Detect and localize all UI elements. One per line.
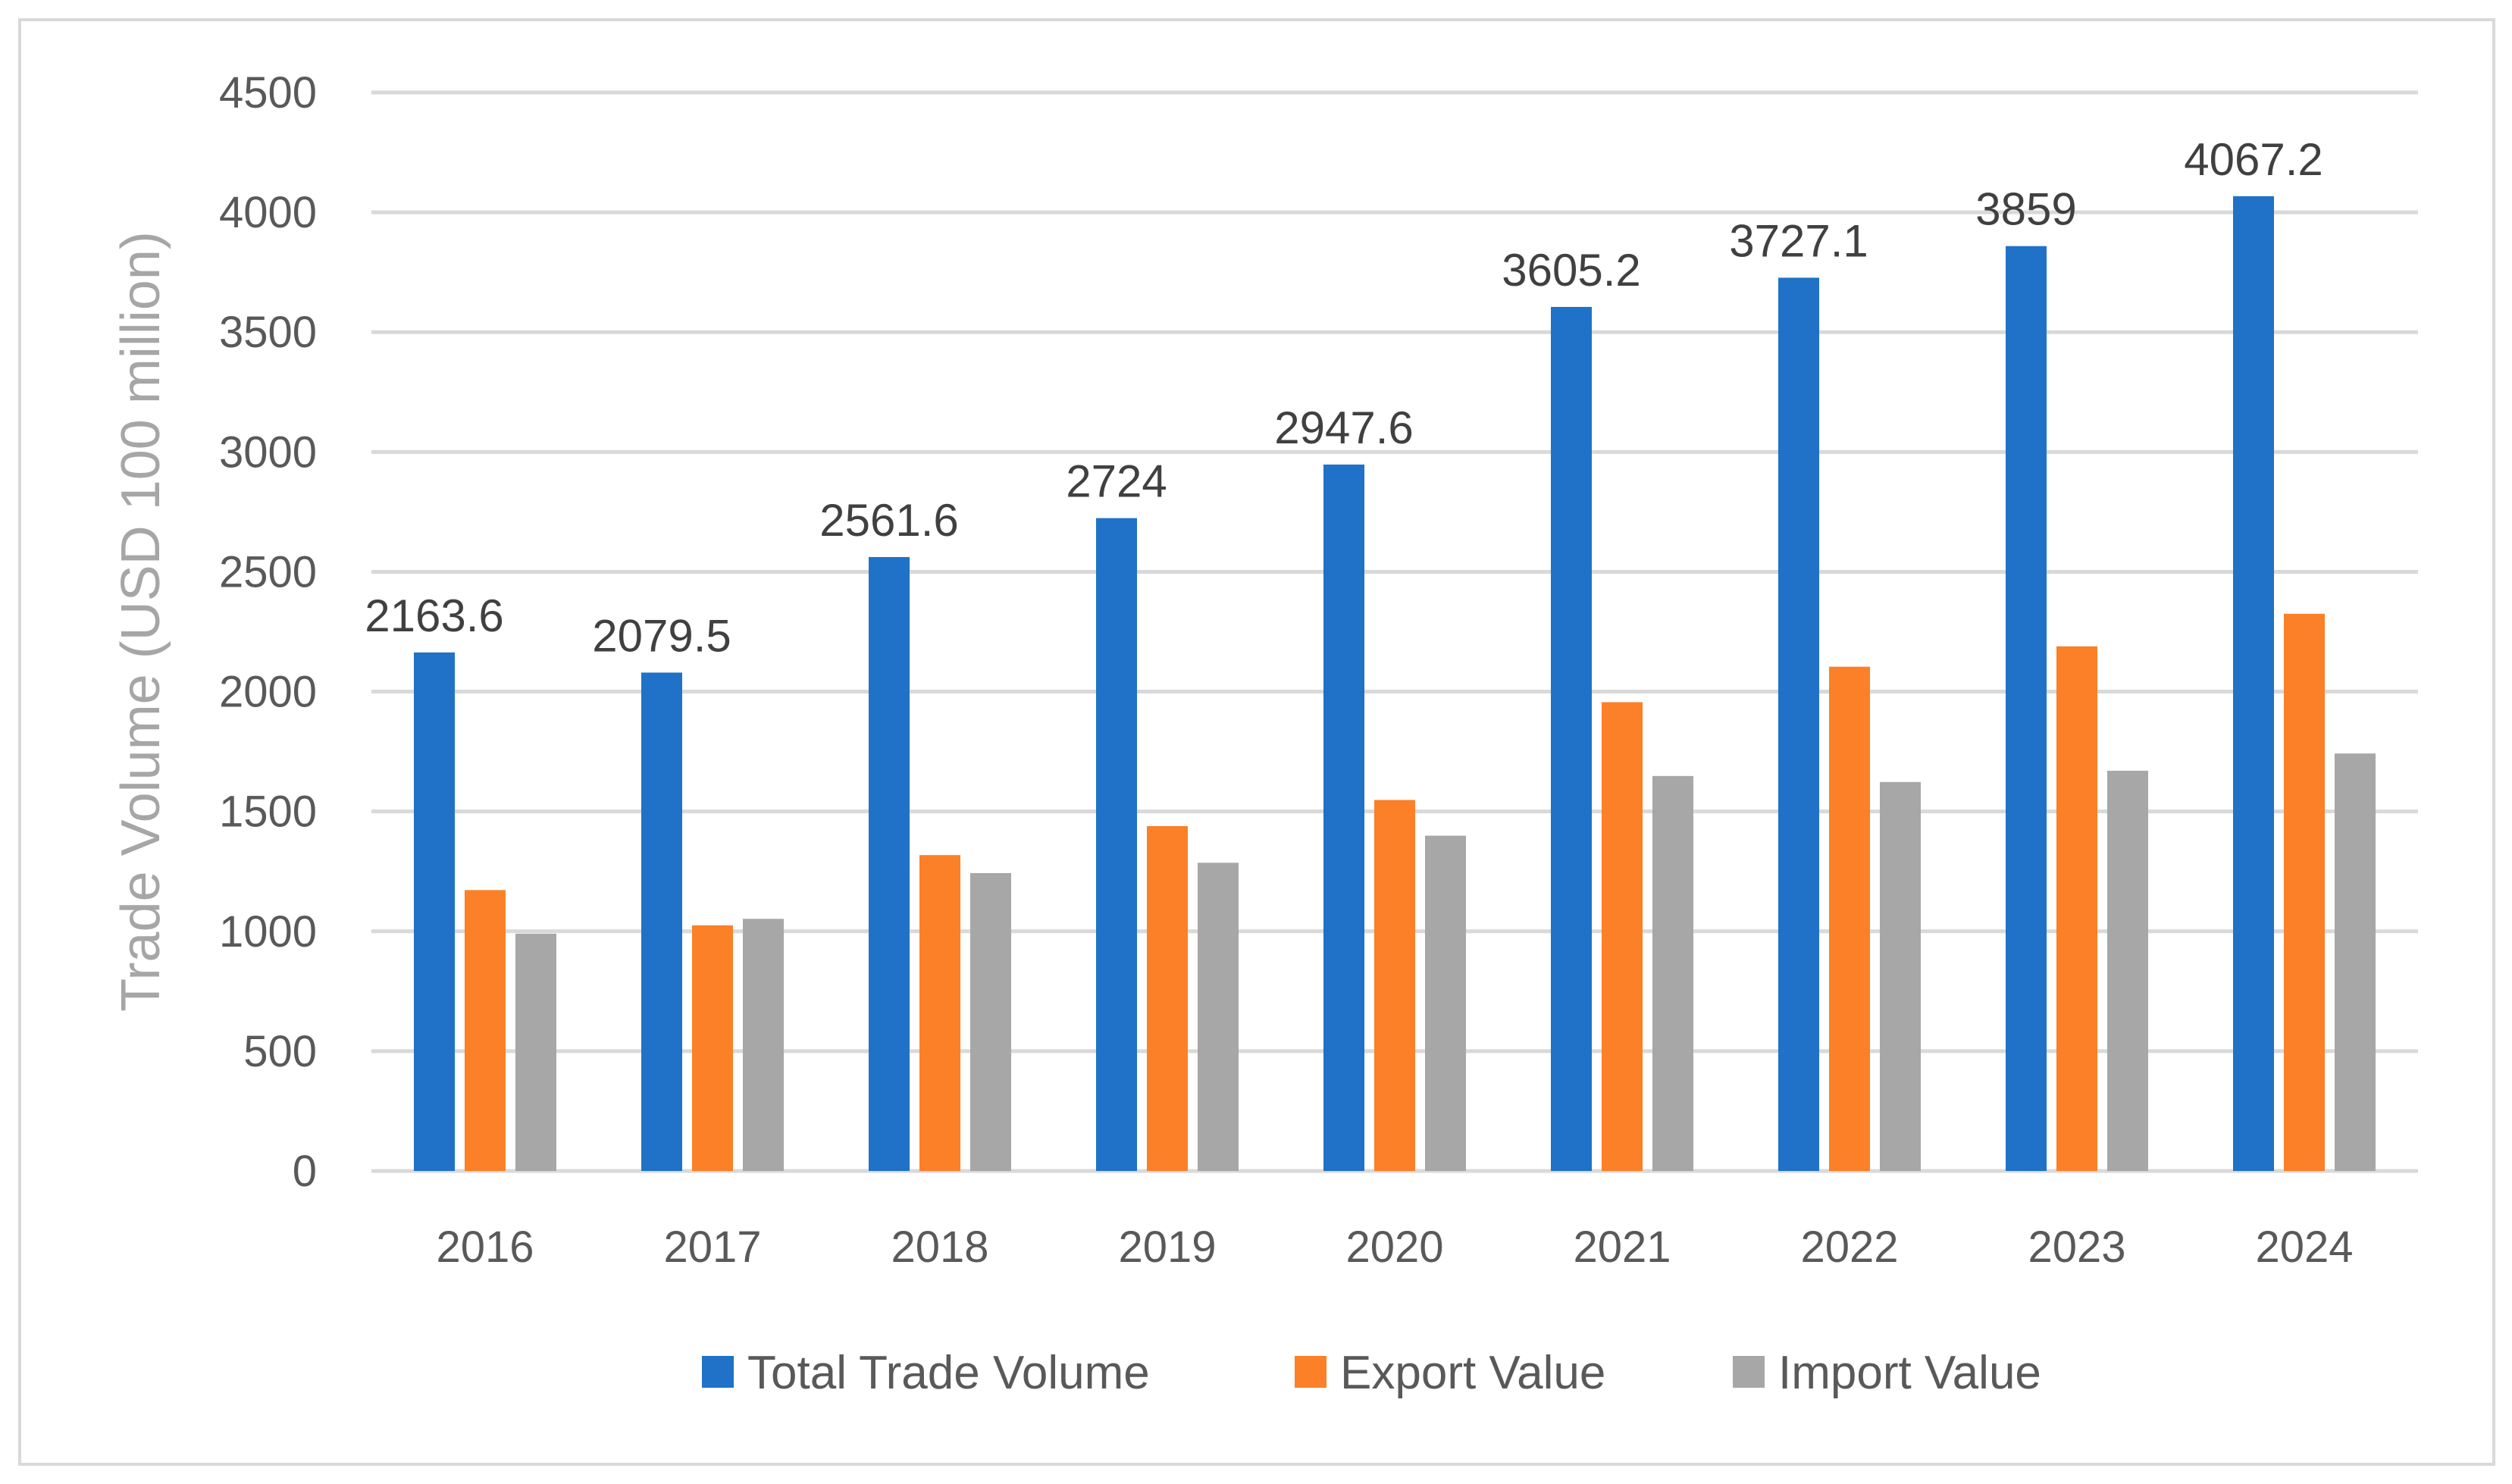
- bar-import-value-2019: [1198, 863, 1239, 1171]
- bar-total-trade-volume-2021: [1551, 306, 1592, 1171]
- bar-import-value-2018: [970, 872, 1011, 1171]
- bar-export-value-2016: [465, 890, 506, 1171]
- y-tick-label: 3500: [219, 308, 317, 357]
- legend: Total Trade Volume Export Value Import Val…: [702, 1347, 2041, 1399]
- bar-export-value-2021: [1602, 702, 1643, 1171]
- x-tick-label-2016: 2016: [436, 1223, 534, 1272]
- bar-import-value-2020: [1425, 835, 1466, 1171]
- x-tick-label-2017: 2017: [663, 1223, 761, 1272]
- y-tick-label: 1500: [219, 787, 317, 837]
- y-tick-label: 0: [293, 1147, 317, 1196]
- legend-label-import-value: Import Value: [1778, 1347, 2041, 1399]
- data-label-total-trade-volume-2023: 3859: [1975, 184, 2076, 235]
- y-axis-ticks: 0 500 1000 1500 2000 2500 3000 3500 4000 4500: [219, 68, 317, 1196]
- bars: [414, 196, 2376, 1172]
- legend-item-total-trade-volume: Total Trade Volume: [702, 1347, 1150, 1399]
- bar-import-value-2017: [743, 919, 784, 1171]
- bar-export-value-2019: [1147, 825, 1188, 1171]
- data-label-total-trade-volume-2019: 2724: [1066, 456, 1167, 507]
- data-label-total-trade-volume-2024: 4067.2: [2184, 134, 2323, 185]
- data-label-total-trade-volume-2020: 2947.6: [1274, 402, 1414, 453]
- bar-import-value-2016: [515, 933, 556, 1171]
- bar-import-value-2022: [1880, 781, 1921, 1171]
- bar-total-trade-volume-2017: [641, 672, 682, 1171]
- bar-total-trade-volume-2016: [414, 652, 455, 1171]
- y-tick-label: 2500: [219, 547, 317, 596]
- bar-import-value-2021: [1652, 775, 1693, 1171]
- bar-export-value-2022: [1829, 666, 1870, 1171]
- data-label-total-trade-volume-2021: 3605.2: [1502, 245, 1641, 296]
- bar-total-trade-volume-2023: [2006, 246, 2047, 1171]
- y-tick-label: 3000: [219, 427, 317, 477]
- bar-total-trade-volume-2020: [1323, 464, 1364, 1171]
- x-tick-label-2020: 2020: [1345, 1223, 1443, 1272]
- y-tick-label: 1000: [219, 907, 317, 956]
- bar-export-value-2017: [692, 925, 733, 1171]
- y-tick-label: 2000: [219, 668, 317, 717]
- y-tick-label: 500: [243, 1027, 317, 1076]
- data-labels: 2163.6 2079.5 2561.6 2724 2947.6 3605.2 3727.1…: [365, 134, 2323, 662]
- bar-import-value-2023: [2107, 770, 2148, 1171]
- bar-export-value-2023: [2056, 646, 2097, 1171]
- bar-import-value-2024: [2335, 753, 2376, 1171]
- x-tick-label-2019: 2019: [1118, 1223, 1216, 1272]
- y-axis-title: Trade Volume (USD 100 million): [111, 231, 171, 1012]
- x-tick-label-2024: 2024: [2255, 1223, 2353, 1272]
- bar-total-trade-volume-2024: [2233, 196, 2274, 1172]
- data-label-total-trade-volume-2016: 2163.6: [365, 590, 504, 641]
- bar-export-value-2020: [1374, 800, 1415, 1171]
- legend-item-import-value: Import Value: [1733, 1347, 2041, 1399]
- bar-total-trade-volume-2018: [869, 556, 910, 1171]
- y-tick-label: 4000: [219, 188, 317, 237]
- data-label-total-trade-volume-2022: 3727.1: [1729, 215, 1868, 266]
- x-tick-label-2018: 2018: [891, 1223, 988, 1272]
- x-tick-label-2021: 2021: [1573, 1223, 1671, 1272]
- legend-swatch-import-value: [1733, 1356, 1765, 1388]
- x-tick-label-2022: 2022: [1800, 1223, 1898, 1272]
- bar-export-value-2018: [919, 855, 960, 1171]
- legend-swatch-total-trade-volume: [702, 1356, 734, 1388]
- legend-item-export-value: Export Value: [1295, 1347, 1605, 1399]
- bar-total-trade-volume-2019: [1096, 518, 1137, 1171]
- x-tick-label-2023: 2023: [2028, 1223, 2125, 1272]
- bar-export-value-2024: [2284, 613, 2325, 1171]
- legend-swatch-export-value: [1295, 1356, 1326, 1388]
- legend-label-export-value: Export Value: [1340, 1347, 1605, 1399]
- x-axis-ticks: 2016 2017 2018 2019 2020 2021 2022 2023 2024: [436, 1223, 2353, 1272]
- data-label-total-trade-volume-2017: 2079.5: [592, 610, 731, 661]
- bar-total-trade-volume-2022: [1778, 277, 1819, 1171]
- y-tick-label: 4500: [219, 68, 317, 117]
- legend-label-total-trade-volume: Total Trade Volume: [747, 1347, 1150, 1399]
- data-label-total-trade-volume-2018: 2561.6: [819, 495, 959, 546]
